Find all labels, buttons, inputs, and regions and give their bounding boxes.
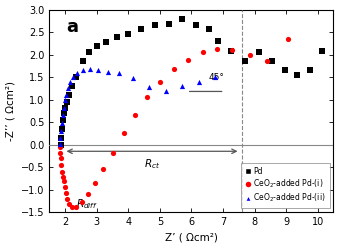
Point: [74, 75, 79, 79]
Point: [75, 71, 80, 75]
Point: [242, 59, 248, 63]
Point: [58, 136, 63, 140]
Point: [67, 80, 73, 84]
Point: [59, 163, 64, 167]
Text: 45°: 45°: [209, 73, 225, 82]
Point: [131, 76, 136, 80]
Point: [320, 49, 325, 53]
Point: [94, 44, 100, 48]
Text: $R_{\mathregular{ct}}$: $R_{\mathregular{ct}}$: [144, 157, 160, 171]
Point: [69, 84, 75, 88]
Point: [264, 59, 270, 63]
Point: [58, 156, 63, 160]
Point: [59, 170, 65, 174]
Point: [63, 93, 68, 97]
Point: [206, 27, 212, 31]
Point: [185, 58, 191, 62]
Point: [132, 113, 137, 117]
Point: [257, 50, 262, 54]
Point: [58, 129, 64, 133]
Point: [61, 180, 66, 184]
Point: [65, 86, 71, 90]
Point: [138, 27, 144, 31]
Point: [69, 205, 75, 209]
Point: [58, 151, 63, 155]
Point: [65, 197, 70, 201]
Point: [146, 85, 152, 89]
Point: [153, 23, 158, 27]
Point: [126, 32, 131, 36]
Point: [63, 191, 68, 195]
Point: [59, 121, 64, 125]
Point: [200, 50, 205, 54]
Point: [100, 167, 106, 171]
Point: [61, 111, 67, 115]
Point: [213, 75, 218, 79]
Point: [80, 59, 85, 63]
Y-axis label: -Z’’ ( Ωcm²): -Z’’ ( Ωcm²): [5, 81, 16, 141]
Point: [62, 185, 67, 189]
Point: [57, 142, 62, 146]
Point: [61, 106, 66, 110]
Point: [59, 127, 65, 131]
Point: [295, 73, 300, 77]
Point: [167, 22, 172, 26]
Legend: Pd, CeO$_2$-added Pd-(i), CeO$_2$-added Pd-(ii): Pd, CeO$_2$-added Pd-(i), CeO$_2$-added …: [241, 163, 330, 208]
Point: [115, 35, 120, 39]
Point: [80, 68, 85, 72]
Point: [96, 68, 101, 72]
Point: [62, 98, 67, 102]
Point: [116, 71, 122, 75]
Point: [144, 95, 150, 99]
Point: [157, 80, 163, 84]
Point: [230, 48, 235, 52]
Point: [179, 17, 185, 21]
Point: [121, 131, 126, 135]
Point: [87, 67, 93, 71]
Point: [110, 151, 115, 155]
Point: [59, 136, 64, 140]
Point: [179, 84, 185, 88]
Point: [57, 145, 62, 149]
Point: [93, 181, 98, 185]
Point: [62, 106, 68, 110]
Point: [85, 192, 91, 196]
Text: $R_{\mathregular{diff}}$: $R_{\mathregular{diff}}$: [76, 197, 98, 211]
Point: [247, 54, 253, 58]
Point: [58, 143, 63, 147]
Point: [105, 70, 111, 74]
Point: [64, 100, 69, 104]
Point: [197, 80, 202, 84]
Point: [269, 59, 275, 63]
Point: [67, 202, 72, 206]
Point: [285, 37, 291, 41]
Point: [74, 205, 79, 209]
Point: [172, 67, 177, 71]
Point: [163, 90, 169, 93]
Point: [307, 68, 313, 72]
Point: [71, 75, 76, 79]
Point: [194, 23, 199, 27]
Point: [214, 47, 219, 51]
Point: [216, 39, 221, 43]
Point: [79, 200, 84, 204]
Point: [282, 68, 287, 72]
Point: [60, 118, 66, 122]
Point: [103, 40, 109, 44]
Point: [86, 50, 92, 54]
Point: [60, 175, 65, 179]
Point: [60, 113, 65, 117]
X-axis label: Z’ ( Ωcm²): Z’ ( Ωcm²): [165, 232, 218, 243]
Point: [66, 93, 72, 97]
Text: a: a: [66, 18, 79, 36]
Point: [228, 49, 234, 53]
